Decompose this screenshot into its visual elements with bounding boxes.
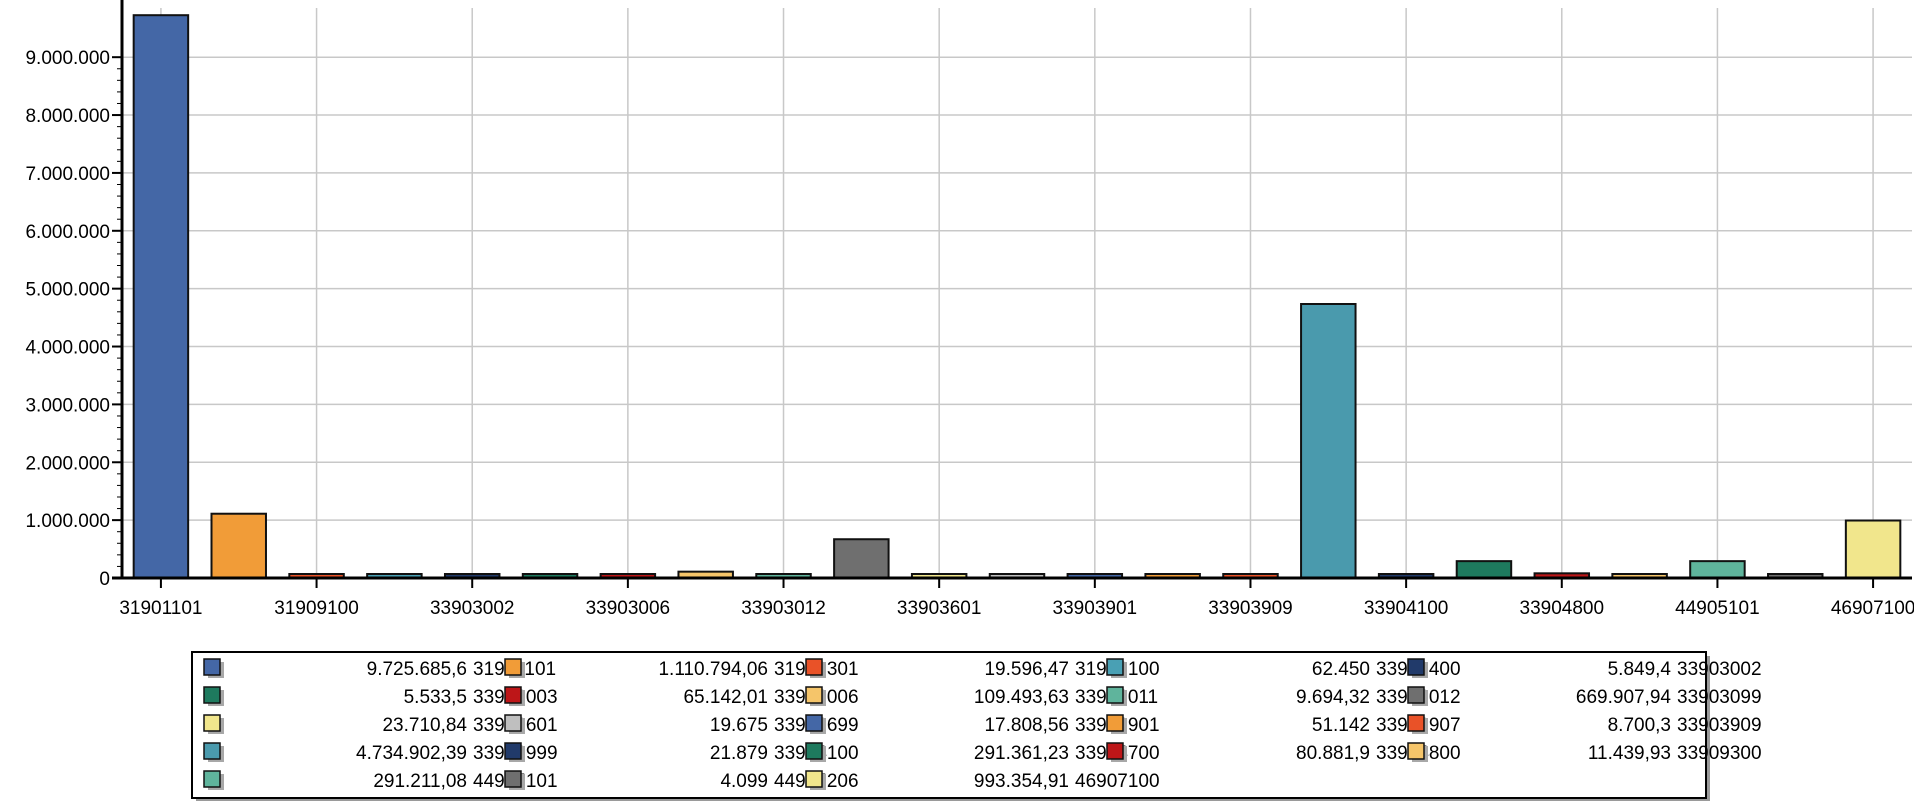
bar-33904700	[1455, 560, 1513, 580]
legend-value: 51.142	[1312, 715, 1370, 736]
legend-value: 4.734.902,39	[356, 743, 467, 764]
legend-value: 4.099	[720, 771, 768, 792]
y-tick-label: 5.000.000	[25, 280, 110, 301]
bar-44905101	[1689, 560, 1746, 580]
legend-swatch	[504, 770, 522, 788]
x-tick-label: 33904800	[1520, 598, 1605, 619]
legend-swatch	[203, 714, 221, 732]
legend-value: 9.725.685,6	[367, 659, 467, 680]
legend-swatch	[1407, 742, 1425, 760]
legend-value: 17.808,56	[984, 715, 1069, 736]
legend-swatch	[504, 742, 522, 760]
legend-value: 5.849,4	[1608, 659, 1672, 680]
legend-value: 80.881,9	[1296, 743, 1370, 764]
x-tick-label: 33903012	[741, 598, 826, 619]
x-tick-label: 31909100	[274, 598, 359, 619]
bar-31901301	[210, 512, 267, 579]
bar-46907100	[1844, 519, 1902, 580]
y-tick-label: 8.000.000	[25, 106, 110, 127]
x-tick-label: 33903909	[1208, 598, 1293, 619]
legend-swatch	[805, 742, 823, 760]
legend-value: 65.142,01	[683, 687, 768, 708]
legend-code: 46907100	[1075, 771, 1160, 792]
x-tick-label: 44905101	[1675, 598, 1760, 619]
legend-value: 291.211,08	[373, 771, 467, 792]
legend-value: 993.354,91	[974, 771, 1069, 792]
bar-31901101	[132, 14, 190, 579]
legend-swatch	[203, 770, 221, 788]
x-tick-label: 33904100	[1364, 598, 1449, 619]
legend-swatch	[1106, 742, 1124, 760]
legend-value: 19.596,47	[984, 659, 1069, 680]
x-tick-label: 33903901	[1053, 598, 1138, 619]
legend: 9.725.685,6319011011.110.794,06319013011…	[191, 651, 1762, 801]
y-tick-label: 6.000.000	[25, 222, 110, 243]
legend-value: 1.110.794,06	[658, 659, 768, 680]
y-tick-label: 1.000.000	[25, 511, 110, 532]
legend-swatch	[504, 686, 522, 704]
bars	[132, 14, 1902, 580]
legend-value: 9.694,32	[1296, 687, 1370, 708]
legend-swatch	[504, 658, 522, 676]
legend-value: 109.493,63	[974, 687, 1069, 708]
legend-swatch	[805, 714, 823, 732]
legend-value: 21.879	[710, 743, 768, 764]
legend-code: 33903909	[1677, 715, 1762, 736]
grid	[122, 8, 1912, 579]
x-tick-label: 46907100	[1831, 598, 1914, 619]
y-tick-label: 4.000.000	[25, 338, 110, 359]
y-tick-label: 2.000.000	[25, 453, 110, 474]
legend-swatch	[203, 686, 221, 704]
axes: 0 1.000.000 2.000.000 3.000.000 4.000.000 5.0…	[25, 0, 1914, 619]
bar-33903099	[833, 538, 890, 580]
bar-33903999	[1300, 303, 1357, 579]
legend-swatch	[203, 742, 221, 760]
legend-swatch	[1407, 714, 1425, 732]
y-tick-label: 0	[99, 569, 110, 590]
legend-value: 11.439,93	[1588, 743, 1671, 764]
legend-swatch	[1407, 686, 1425, 704]
x-tick-label: 31901101	[119, 598, 202, 619]
y-tick-label: 3.000.000	[25, 395, 110, 416]
legend-swatch	[504, 714, 522, 732]
legend-swatch	[805, 770, 823, 788]
legend-swatch	[1106, 658, 1124, 676]
legend-value: 8.700,3	[1608, 715, 1671, 736]
legend-value: 62.450	[1312, 659, 1370, 680]
legend-value: 19.675	[710, 715, 768, 736]
x-tick-label: 33903002	[430, 598, 515, 619]
legend-code: 33903099	[1677, 687, 1762, 708]
legend-code: 33909300	[1677, 743, 1762, 764]
legend-swatch	[805, 658, 823, 676]
legend-swatch	[805, 686, 823, 704]
legend-swatch	[1106, 686, 1124, 704]
x-tick-label: 33903601	[897, 598, 982, 619]
legend-value: 291.361,23	[974, 743, 1069, 764]
legend-code: 33903002	[1677, 659, 1762, 680]
x-tick-label: 33903006	[586, 598, 671, 619]
legend-box	[191, 651, 1707, 799]
legend-swatch	[1407, 658, 1425, 676]
legend-swatch	[1106, 714, 1124, 732]
legend-swatch	[203, 658, 221, 676]
legend-value: 669.907,94	[1576, 687, 1672, 708]
y-tick-label: 7.000.000	[25, 164, 110, 185]
legend-value: 5.533,5	[404, 687, 467, 708]
legend-value: 23.710,84	[382, 715, 467, 736]
y-tick-label: 9.000.000	[25, 48, 110, 69]
